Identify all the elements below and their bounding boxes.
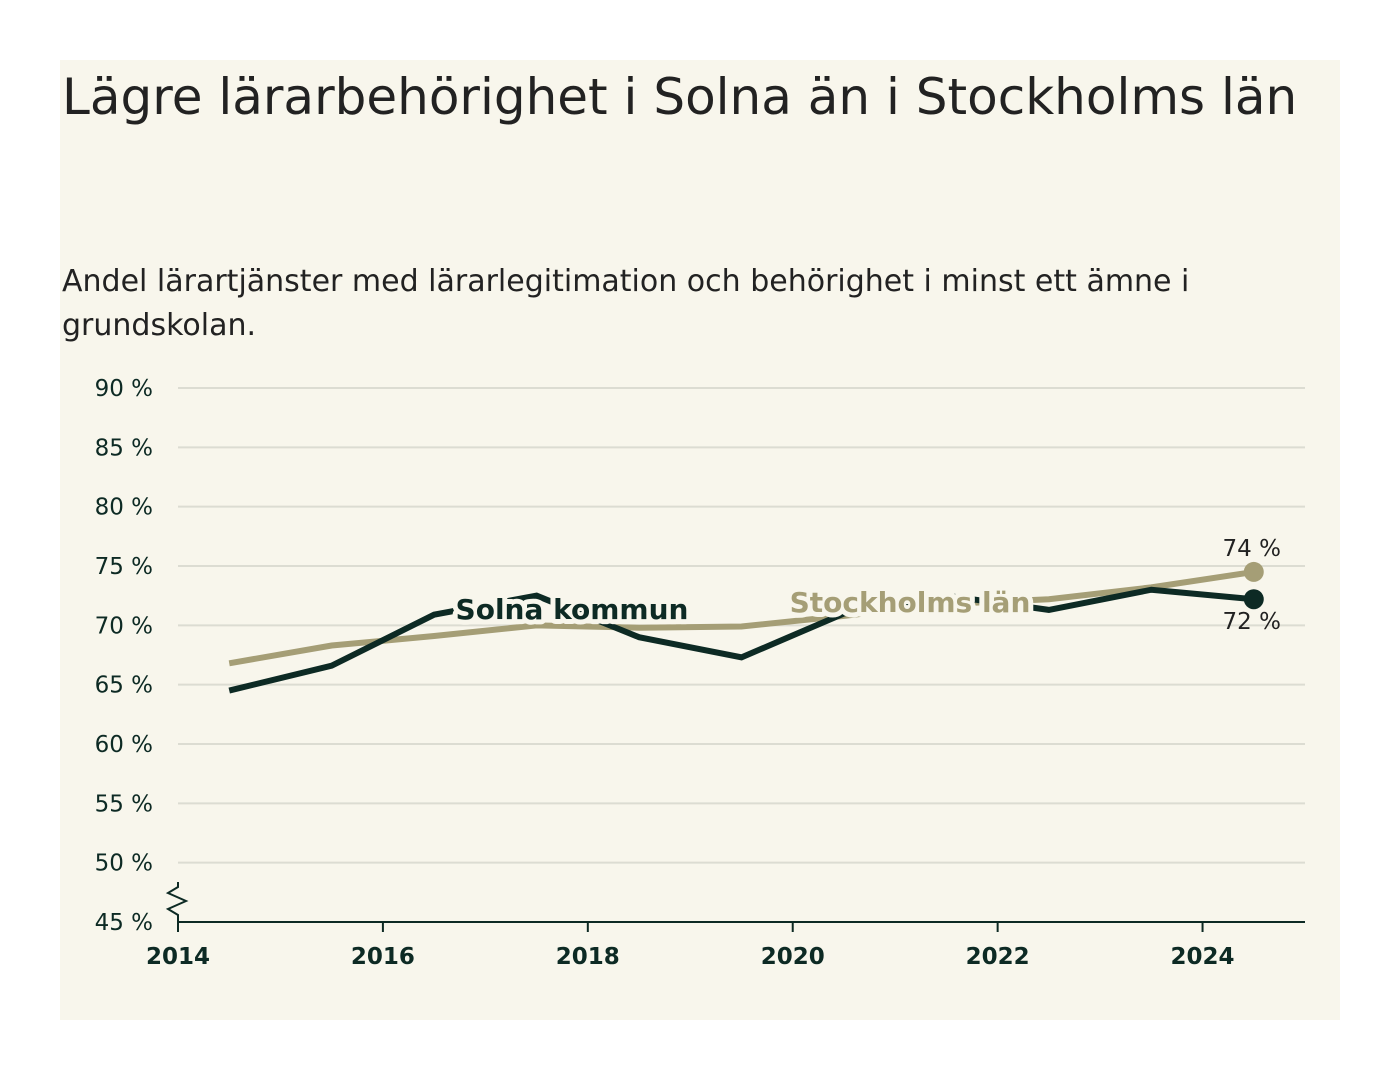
- axis-break-icon: [165, 882, 189, 922]
- y-tick-label: 85 %: [95, 435, 153, 461]
- y-tick-label: 45 %: [95, 910, 153, 936]
- x-tick-label: 2020: [761, 944, 825, 970]
- y-tick-label: 65 %: [95, 673, 153, 699]
- series-label-solna-kommun: Solna kommun: [456, 593, 689, 626]
- series-line-stockholms-lan: [228, 568, 1255, 667]
- series-label-solna-kommun-halo: Solna kommun: [456, 593, 689, 626]
- chart-title: Lägre lärarbehörighet i Solna än i Stock…: [62, 68, 1298, 126]
- end-label-solna-kommun: 72 %: [1223, 609, 1281, 635]
- y-tick-label: 70 %: [95, 613, 153, 639]
- y-tick-label: 50 %: [95, 851, 153, 877]
- x-tick-label: 2024: [1171, 944, 1235, 970]
- chart-panel: [60, 60, 1340, 1020]
- x-tick-label: 2022: [966, 944, 1030, 970]
- y-tick-label: 60 %: [95, 732, 153, 758]
- y-tick-label: 55 %: [95, 791, 153, 817]
- series-label-stockholms-lan-halo: Stockholms län: [790, 586, 1031, 619]
- x-tick-label: 2018: [556, 944, 620, 970]
- y-tick-label: 90 %: [95, 376, 153, 402]
- y-tick-label: 75 %: [95, 554, 153, 580]
- chart-subtitle: Andel lärartjänster med lärarlegitimatio…: [62, 264, 1190, 343]
- series-label-stockholms-lan: Stockholms län: [790, 586, 1031, 619]
- x-tick-label: 2014: [146, 944, 210, 970]
- y-tick-label: 80 %: [95, 495, 153, 521]
- x-tick-label: 2016: [351, 944, 415, 970]
- series-line-solna-kommun: [228, 586, 1255, 694]
- series-line-stockholms-lan-end-marker: [1243, 561, 1264, 582]
- series-line-solna-kommun-end-marker: [1243, 589, 1264, 610]
- end-label-stockholms-lan: 74 %: [1223, 536, 1281, 562]
